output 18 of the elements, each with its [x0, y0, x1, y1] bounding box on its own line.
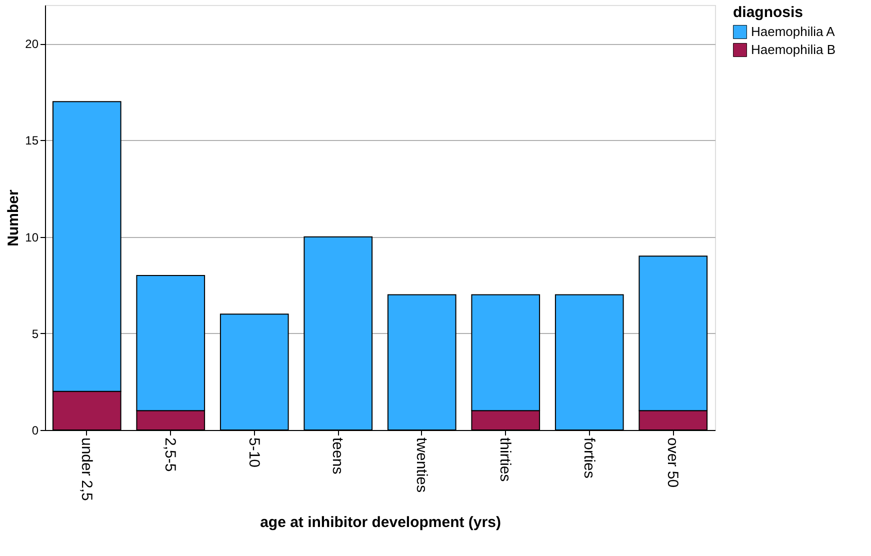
- x-tick-label: thirties: [496, 438, 514, 482]
- legend-label: Haemophilia B: [751, 42, 836, 57]
- x-tick-label: 5-10: [245, 438, 262, 468]
- y-tick-label: 5: [32, 326, 39, 341]
- legend-title: diagnosis: [733, 4, 804, 21]
- y-tick-label: 0: [32, 424, 39, 438]
- y-tick-label: 10: [25, 230, 39, 244]
- x-axis-title: age at inhibitor development (yrs): [260, 514, 501, 531]
- x-tick-label: under 2,5: [78, 438, 95, 501]
- x-tick-label: twenties: [412, 438, 430, 493]
- y-axis-title: Number: [5, 190, 22, 246]
- x-tick-label: teens: [329, 438, 346, 474]
- x-tick-label: 2,5-5: [162, 438, 179, 472]
- x-tick-label: over 50: [664, 438, 682, 488]
- y-tick-label: 15: [25, 134, 39, 148]
- x-tick-label: forties: [580, 438, 598, 478]
- y-tick-label: 20: [25, 37, 39, 52]
- legend-label: Haemophilia A: [751, 24, 836, 39]
